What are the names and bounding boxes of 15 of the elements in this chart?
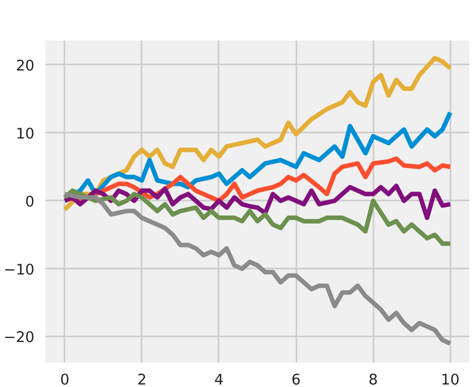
y-tick-label: 20 <box>16 57 35 74</box>
line-series <box>62 184 452 220</box>
y-tick-label: 0 <box>25 193 35 210</box>
line-series <box>62 188 452 246</box>
x-tick-label: 6 <box>291 372 301 387</box>
y-tick-label: −20 <box>4 329 35 346</box>
line-series <box>62 56 452 212</box>
x-tick-label: 8 <box>368 372 378 387</box>
x-tick-label: 0 <box>60 372 70 387</box>
x-tick-label: 4 <box>214 372 224 387</box>
line-series <box>62 192 452 346</box>
y-tick-label: −10 <box>4 261 35 278</box>
x-tick-label: 10 <box>440 372 460 387</box>
y-tick-label: 10 <box>16 125 35 142</box>
x-tick-label: 2 <box>137 372 147 387</box>
